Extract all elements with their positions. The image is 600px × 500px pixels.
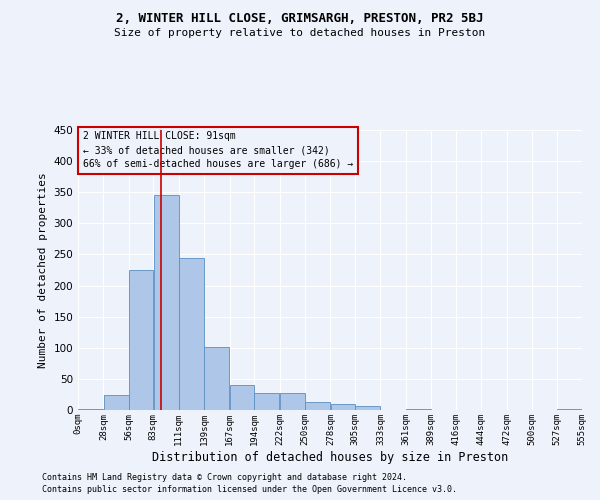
- Text: Size of property relative to detached houses in Preston: Size of property relative to detached ho…: [115, 28, 485, 38]
- Text: 2, WINTER HILL CLOSE, GRIMSARGH, PRESTON, PR2 5BJ: 2, WINTER HILL CLOSE, GRIMSARGH, PRESTON…: [116, 12, 484, 26]
- Bar: [205, 347, 229, 410]
- Bar: [230, 385, 254, 410]
- Text: Contains public sector information licensed under the Open Government Licence v3: Contains public sector information licen…: [42, 485, 457, 494]
- Bar: [104, 395, 128, 410]
- Bar: [331, 404, 355, 410]
- Bar: [154, 196, 179, 410]
- Text: 2 WINTER HILL CLOSE: 91sqm
← 33% of detached houses are smaller (342)
66% of sem: 2 WINTER HILL CLOSE: 91sqm ← 33% of deta…: [83, 132, 353, 170]
- Y-axis label: Number of detached properties: Number of detached properties: [38, 172, 48, 368]
- Bar: [78, 409, 103, 410]
- X-axis label: Distribution of detached houses by size in Preston: Distribution of detached houses by size …: [152, 450, 508, 464]
- Bar: [355, 406, 380, 410]
- Bar: [254, 392, 280, 410]
- Bar: [305, 402, 330, 410]
- Bar: [179, 258, 204, 410]
- Bar: [280, 393, 305, 410]
- Text: Contains HM Land Registry data © Crown copyright and database right 2024.: Contains HM Land Registry data © Crown c…: [42, 472, 407, 482]
- Bar: [129, 270, 153, 410]
